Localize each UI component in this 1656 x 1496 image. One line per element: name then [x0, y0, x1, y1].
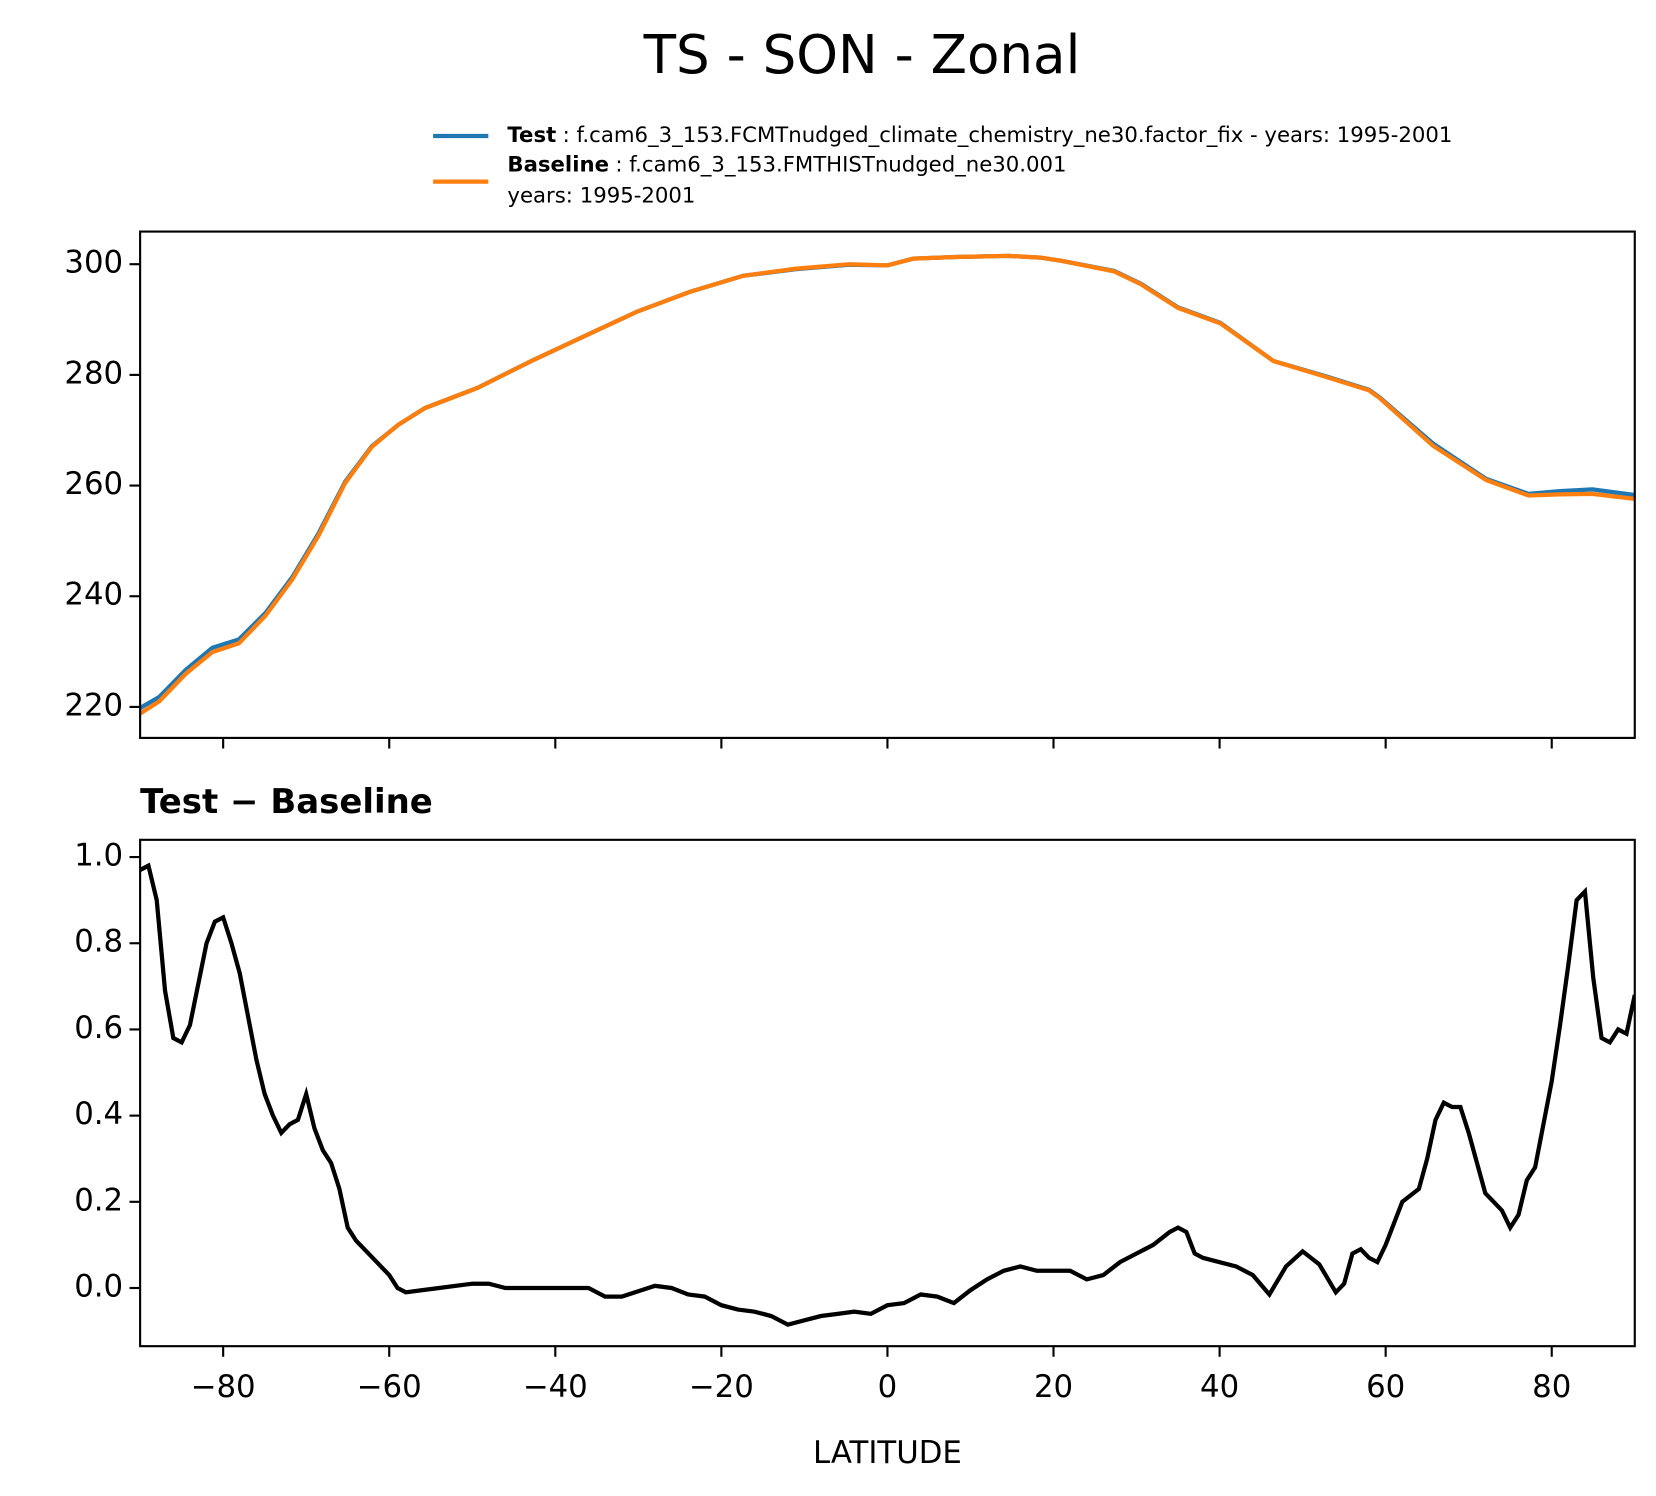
x-axis-label: LATITUDE: [813, 1435, 962, 1471]
legend-description: : f.cam6_3_153.FMTHISTnudged_ne30.001: [615, 153, 1066, 178]
y-tick-label: 1.0: [74, 838, 123, 874]
x-tick-label: 0: [878, 1369, 898, 1405]
subplot-title: Test − Baseline: [140, 782, 433, 822]
x-tick-label: −60: [357, 1369, 422, 1405]
y-tick-label: 0.8: [74, 924, 123, 960]
x-tick-label: 20: [1034, 1369, 1073, 1405]
legend-description: years: 1995-2001: [507, 184, 695, 209]
legend-description: : f.cam6_3_153.FCMTnudged_climate_chemis…: [563, 123, 1453, 148]
legend-entry: Baseline: f.cam6_3_153.FMTHISTnudged_ne3…: [507, 153, 1066, 178]
y-tick-label: 300: [64, 245, 123, 281]
legend-entry: Test : f.cam6_3_153.FCMTnudged_climate_ch…: [507, 123, 1452, 148]
series-line: [140, 253, 1635, 710]
y-tick-label: 0.0: [74, 1269, 123, 1305]
y-tick-label: 0.4: [74, 1096, 123, 1132]
y-tick-label: 260: [64, 466, 123, 502]
x-tick-label: −20: [689, 1369, 754, 1405]
x-tick-label: 60: [1366, 1369, 1405, 1405]
series-line: [140, 253, 1635, 716]
figure-title: TS - SON - Zonal: [643, 24, 1081, 86]
y-tick-label: 0.6: [74, 1010, 123, 1046]
x-tick-label: 80: [1532, 1369, 1571, 1405]
y-tick-label: 0.2: [74, 1182, 123, 1218]
legend-name: Test: [507, 123, 556, 148]
axes-frame: [139, 838, 1636, 1348]
x-tick-label: 40: [1200, 1369, 1239, 1405]
x-tick-label: −80: [191, 1369, 256, 1405]
legend-name: Baseline: [507, 153, 609, 178]
axes-frame: [139, 230, 1636, 739]
series-line: [140, 862, 1635, 1327]
y-tick-label: 240: [64, 577, 123, 613]
y-tick-label: 220: [64, 687, 123, 723]
x-tick-label: −40: [523, 1369, 588, 1405]
y-tick-label: 280: [64, 355, 123, 391]
